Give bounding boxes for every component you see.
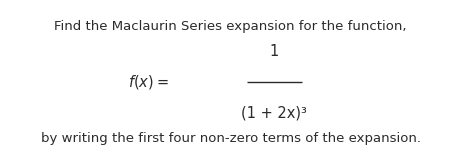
Text: by writing the first four non-zero terms of the expansion.: by writing the first four non-zero terms…: [41, 132, 420, 145]
Text: Find the Maclaurin Series expansion for the function,: Find the Maclaurin Series expansion for …: [54, 20, 407, 33]
Text: (1 + 2x)³: (1 + 2x)³: [242, 106, 307, 121]
Text: $f(x) = $: $f(x) = $: [128, 73, 168, 91]
Text: 1: 1: [270, 44, 279, 59]
